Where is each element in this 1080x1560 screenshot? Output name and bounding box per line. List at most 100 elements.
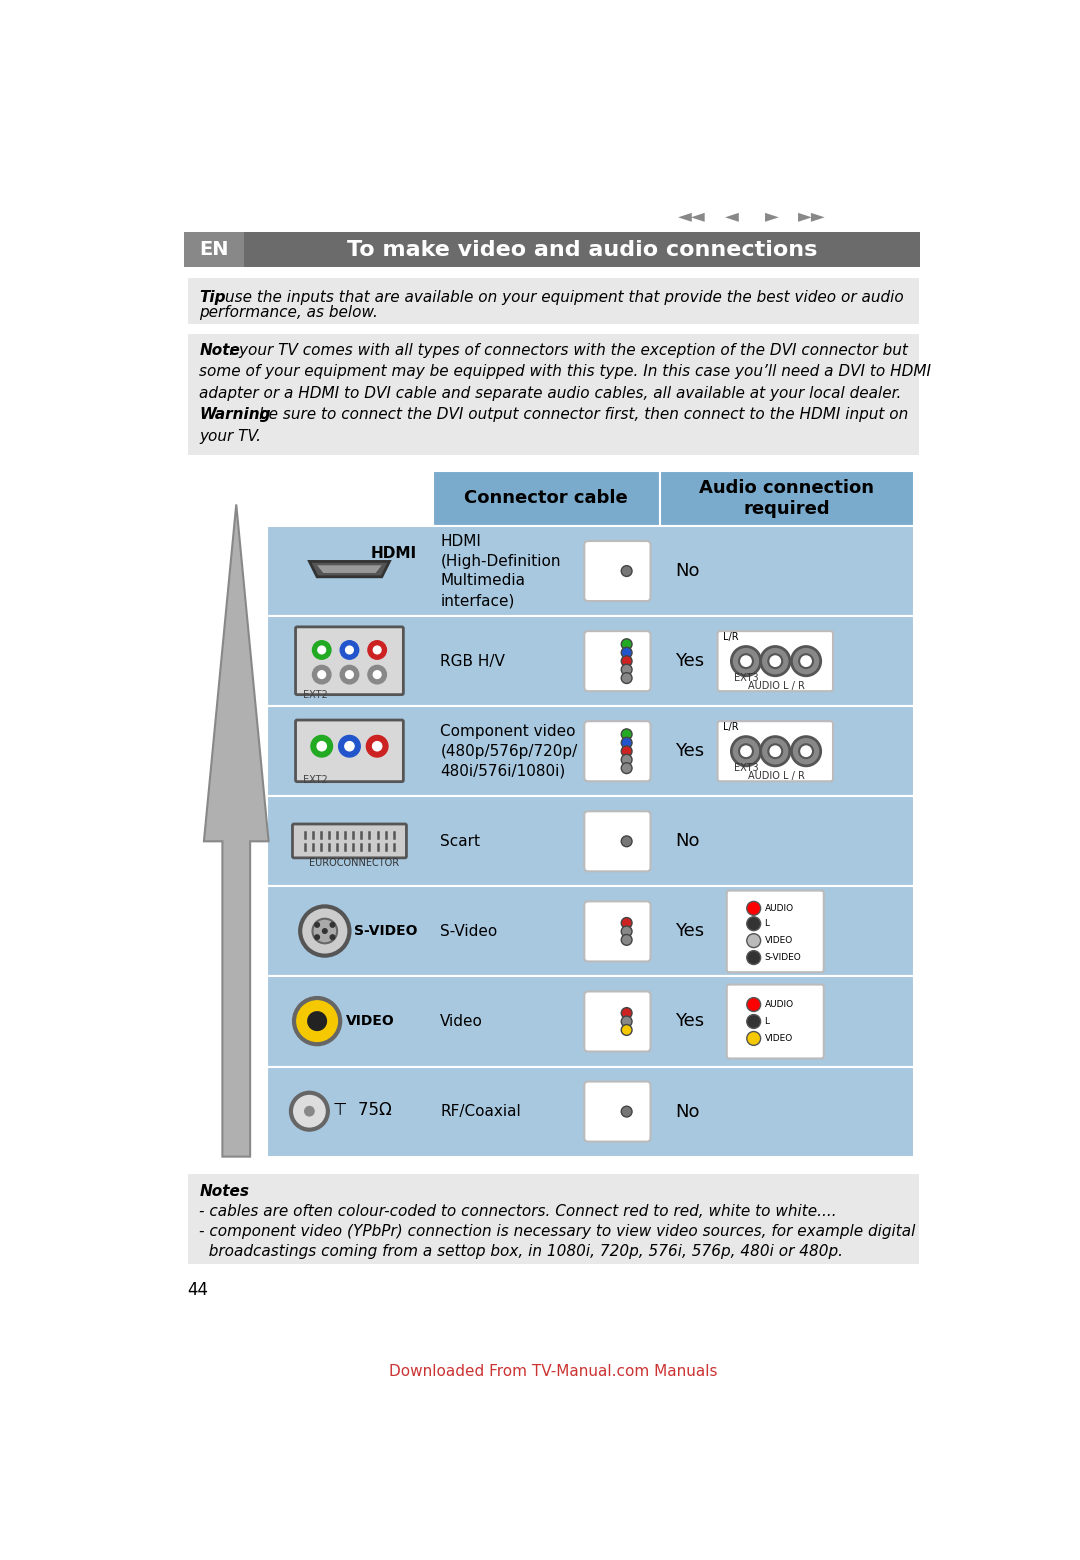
FancyBboxPatch shape — [727, 984, 824, 1058]
Text: S-VIDEO: S-VIDEO — [765, 953, 801, 963]
Circle shape — [621, 927, 632, 938]
Circle shape — [621, 638, 632, 649]
Text: - cables are often colour-coded to connectors. Connect red to red, white to whit: - cables are often colour-coded to conne… — [200, 1204, 837, 1220]
Circle shape — [621, 1106, 632, 1117]
FancyBboxPatch shape — [296, 721, 403, 782]
Text: To make video and audio connections: To make video and audio connections — [347, 240, 818, 259]
Bar — [267, 707, 914, 796]
Bar — [267, 886, 914, 977]
Bar — [184, 232, 244, 267]
Circle shape — [339, 735, 361, 757]
Circle shape — [621, 763, 632, 774]
Text: broadcastings coming from a settop box, in 1080i, 720p, 576i, 576p, 480i or 480p: broadcastings coming from a settop box, … — [200, 1245, 843, 1259]
Text: Yes: Yes — [675, 743, 704, 760]
Circle shape — [792, 736, 821, 766]
Text: - component video (YPbPr) connection is necessary to view video sources, for exa: - component video (YPbPr) connection is … — [200, 1225, 916, 1239]
Circle shape — [731, 736, 760, 766]
Text: AUDIO: AUDIO — [765, 903, 794, 913]
Circle shape — [374, 671, 381, 679]
Circle shape — [373, 741, 382, 750]
Polygon shape — [204, 504, 269, 1156]
Text: AUDIO L / R: AUDIO L / R — [747, 771, 805, 782]
Text: VIDEO: VIDEO — [765, 1034, 793, 1044]
Text: : your TV comes with all types of connectors with the exception of the DVI conne: : your TV comes with all types of connec… — [229, 343, 907, 357]
Circle shape — [312, 641, 330, 660]
Circle shape — [374, 646, 381, 654]
Circle shape — [318, 646, 325, 654]
Polygon shape — [318, 565, 382, 573]
Circle shape — [621, 934, 632, 945]
Circle shape — [739, 744, 753, 758]
Circle shape — [291, 1092, 328, 1129]
FancyBboxPatch shape — [584, 721, 650, 782]
Text: Yes: Yes — [675, 1012, 704, 1031]
Circle shape — [621, 655, 632, 666]
Text: L: L — [765, 919, 769, 928]
Circle shape — [621, 1016, 632, 1026]
Circle shape — [311, 735, 333, 757]
Circle shape — [799, 744, 813, 758]
Text: S-VIDEO: S-VIDEO — [354, 924, 418, 938]
Circle shape — [305, 1106, 314, 1117]
Circle shape — [330, 934, 335, 939]
Text: Note: Note — [200, 343, 240, 357]
Text: Downloaded From TV-Manual.com Manuals: Downloaded From TV-Manual.com Manuals — [389, 1363, 718, 1379]
Text: EXT3: EXT3 — [733, 674, 758, 683]
FancyBboxPatch shape — [293, 824, 406, 858]
Circle shape — [792, 646, 821, 675]
Circle shape — [307, 1011, 327, 1031]
Circle shape — [318, 671, 325, 679]
Text: your TV.: your TV. — [200, 429, 261, 445]
Text: VIDEO: VIDEO — [347, 1014, 395, 1028]
Circle shape — [746, 934, 760, 947]
Text: : be sure to connect the DVI output connector first, then connect to the HDMI in: : be sure to connect the DVI output conn… — [249, 407, 908, 423]
Text: RGB H/V: RGB H/V — [441, 654, 505, 669]
Circle shape — [621, 755, 632, 764]
Circle shape — [746, 1014, 760, 1028]
Text: ►: ► — [766, 207, 779, 226]
Circle shape — [314, 934, 320, 939]
Text: ►►: ►► — [798, 207, 826, 226]
FancyBboxPatch shape — [584, 1081, 650, 1142]
Text: Audio connection
required: Audio connection required — [700, 479, 875, 518]
Circle shape — [340, 666, 359, 683]
Bar — [267, 796, 914, 886]
Circle shape — [760, 736, 789, 766]
Text: Video: Video — [441, 1014, 483, 1030]
Circle shape — [318, 741, 326, 750]
Text: Scart: Scart — [441, 833, 481, 849]
Bar — [433, 471, 660, 526]
Text: L: L — [765, 1017, 769, 1026]
Text: L/R: L/R — [723, 722, 739, 732]
Bar — [267, 526, 914, 616]
Circle shape — [746, 917, 760, 931]
Text: Component video
(480p/576p/720p/
480i/576i/1080i): Component video (480p/576p/720p/ 480i/57… — [441, 724, 578, 778]
FancyBboxPatch shape — [584, 541, 650, 601]
Text: No: No — [675, 1103, 700, 1120]
FancyBboxPatch shape — [717, 632, 833, 691]
Circle shape — [345, 741, 354, 750]
Circle shape — [312, 666, 330, 683]
Circle shape — [340, 641, 359, 660]
Circle shape — [768, 744, 782, 758]
Text: AUDIO: AUDIO — [765, 1000, 794, 1009]
Text: L/R: L/R — [723, 632, 739, 641]
Circle shape — [746, 1031, 760, 1045]
Circle shape — [294, 998, 340, 1044]
Circle shape — [621, 665, 632, 675]
Text: Yes: Yes — [675, 922, 704, 941]
Text: Tip: Tip — [200, 290, 226, 304]
Bar — [267, 616, 914, 707]
Text: 44: 44 — [188, 1281, 208, 1299]
FancyBboxPatch shape — [584, 811, 650, 872]
Circle shape — [621, 672, 632, 683]
Circle shape — [346, 671, 353, 679]
Text: No: No — [675, 833, 700, 850]
Text: ◄: ◄ — [725, 207, 739, 226]
Text: VIDEO: VIDEO — [765, 936, 793, 945]
Bar — [267, 977, 914, 1067]
Bar — [188, 334, 919, 456]
Text: performance, as below.: performance, as below. — [200, 306, 378, 320]
Text: Notes: Notes — [200, 1184, 249, 1200]
Bar — [267, 1067, 914, 1156]
